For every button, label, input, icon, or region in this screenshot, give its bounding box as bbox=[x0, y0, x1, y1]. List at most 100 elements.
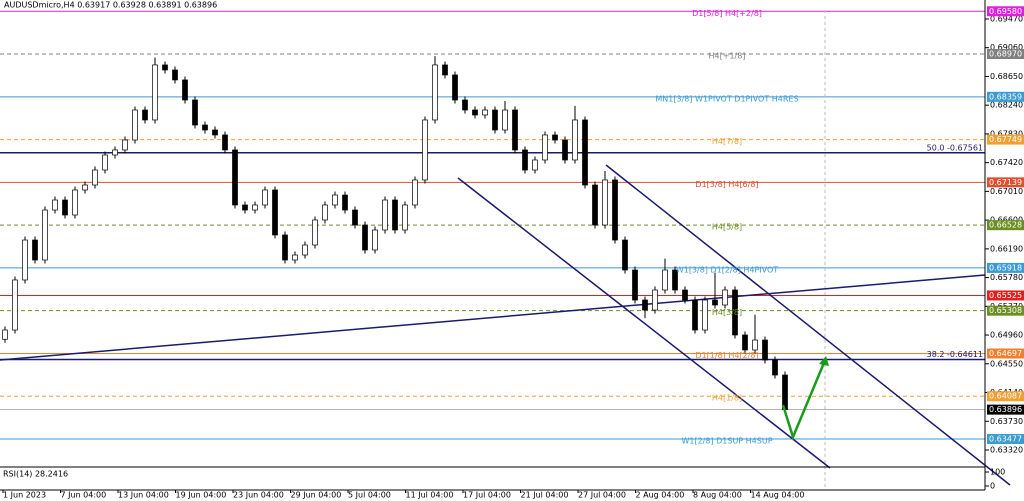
candle-body bbox=[522, 149, 528, 171]
candle-body bbox=[312, 219, 318, 246]
candle-body bbox=[402, 204, 408, 231]
candle-body bbox=[582, 119, 588, 186]
candle-body bbox=[512, 109, 518, 151]
candle-body bbox=[32, 239, 38, 261]
x-tick-label: 1 Jun 2023 bbox=[3, 491, 46, 500]
level-label: D1[3/8] H4[6/8] bbox=[695, 180, 758, 189]
y-tick-label: 0.68240 bbox=[990, 101, 1023, 110]
price-box bbox=[987, 134, 1024, 145]
level-label: H4[3/8] bbox=[712, 308, 742, 317]
x-tick-label: 14 Aug 04:00 bbox=[751, 491, 805, 500]
y-tick-label: 0.63730 bbox=[990, 417, 1023, 426]
price-box-label: 0.68359 bbox=[989, 92, 1022, 101]
candle-body bbox=[502, 109, 508, 131]
x-tick-label: 23 Jun 04:00 bbox=[233, 491, 284, 500]
candle-body bbox=[42, 209, 48, 261]
candle-body bbox=[602, 179, 608, 226]
candle-body bbox=[692, 299, 698, 331]
candle-body bbox=[102, 154, 108, 171]
price-box-label: 0.67139 bbox=[989, 178, 1022, 187]
candle-body bbox=[72, 189, 78, 216]
x-tick-label: 29 Jun 04:00 bbox=[291, 491, 342, 500]
candle-body bbox=[162, 64, 168, 71]
candle-body bbox=[222, 134, 228, 151]
x-tick-label: 2 Aug 04:00 bbox=[636, 491, 685, 500]
candle-body bbox=[332, 194, 338, 206]
candle-body bbox=[232, 149, 238, 206]
fibo-label: 38.2 -0.64611 bbox=[927, 350, 983, 359]
candle-body bbox=[202, 124, 208, 131]
candle-body bbox=[242, 204, 248, 211]
candle-body bbox=[722, 289, 728, 306]
price-box bbox=[987, 220, 1024, 231]
candle-body bbox=[172, 69, 178, 81]
y-tick-label: 0.65780 bbox=[990, 273, 1023, 282]
candle-body bbox=[682, 289, 688, 301]
candle-body bbox=[182, 79, 188, 101]
price-box-label: 0.69580 bbox=[989, 7, 1022, 16]
price-box bbox=[987, 290, 1024, 301]
price-box bbox=[987, 305, 1024, 316]
price-box-label: 0.68970 bbox=[989, 50, 1022, 59]
level-label: D1[5/8] H4[+2/8] bbox=[692, 9, 762, 18]
y-tick-label: 0.66190 bbox=[990, 244, 1023, 253]
price-box bbox=[987, 91, 1024, 102]
channel-lower bbox=[457, 177, 831, 469]
candle-body bbox=[192, 99, 198, 126]
price-box bbox=[987, 262, 1024, 273]
candle-body bbox=[642, 299, 648, 311]
candle-body bbox=[562, 139, 568, 161]
candle-body bbox=[392, 199, 398, 231]
candle-body bbox=[462, 99, 468, 111]
channel-upper bbox=[605, 164, 1011, 486]
candle-body bbox=[622, 239, 628, 271]
candle-body bbox=[552, 134, 558, 141]
y-tick-label: 0.67830 bbox=[990, 129, 1023, 138]
chart-title: AUDUSDmicro,H4 0.63917 0.63928 0.63891 0… bbox=[4, 1, 217, 10]
y-tick-label: 0.69060 bbox=[990, 43, 1023, 52]
level-label: H4[+1/8] bbox=[709, 52, 746, 61]
candle-body bbox=[472, 109, 478, 116]
candle-body bbox=[442, 64, 448, 76]
candle-body bbox=[12, 279, 18, 331]
price-box bbox=[987, 391, 1024, 402]
candle-body bbox=[432, 64, 438, 121]
candle-body bbox=[252, 204, 258, 211]
candle-body bbox=[212, 129, 218, 136]
candle-body bbox=[112, 149, 118, 156]
candle-body bbox=[652, 289, 658, 311]
forecast-arrow bbox=[781, 357, 828, 441]
candle-body bbox=[782, 374, 788, 410]
x-tick-label: 13 Jun 04:00 bbox=[118, 491, 169, 500]
candle-body bbox=[572, 119, 578, 161]
candle-body bbox=[732, 289, 738, 336]
y-tick-label: 0.67010 bbox=[990, 187, 1023, 196]
price-box bbox=[987, 6, 1024, 17]
candle-body bbox=[672, 269, 678, 291]
level-label: W1[3/8] D1[2/8] H4PIVOT bbox=[676, 265, 778, 274]
price-box bbox=[987, 433, 1024, 444]
current-price-box bbox=[987, 404, 1024, 415]
price-box-label: 0.64697 bbox=[989, 349, 1022, 358]
level-label: MN1[3/8] W1PIVOT D1PIVOT H4RES bbox=[655, 94, 798, 103]
y-tick-label: 0.68650 bbox=[990, 72, 1023, 81]
x-tick-label: 27 Jul 04:00 bbox=[578, 491, 626, 500]
price-box-label: 0.65525 bbox=[989, 291, 1022, 300]
rsi-label: RSI(14) 28.2416 bbox=[3, 470, 68, 479]
arrow-head bbox=[819, 356, 829, 366]
level-label: H4[7/8] bbox=[712, 137, 742, 146]
level-label: H4[5/8] bbox=[712, 223, 742, 232]
candle-body bbox=[272, 189, 278, 236]
y-tick-label: 0.63320 bbox=[990, 446, 1023, 455]
trend-line bbox=[0, 274, 986, 361]
candle-body bbox=[62, 199, 68, 216]
candle-body bbox=[122, 139, 128, 151]
current-price-label: 0.63896 bbox=[989, 405, 1022, 414]
candle-body bbox=[92, 169, 98, 186]
rsi-tick-label: 0 bbox=[990, 482, 995, 491]
x-tick-label: 8 Aug 04:00 bbox=[693, 491, 742, 500]
candle-body bbox=[132, 109, 138, 141]
rsi-tick-label: 100 bbox=[990, 468, 1005, 477]
